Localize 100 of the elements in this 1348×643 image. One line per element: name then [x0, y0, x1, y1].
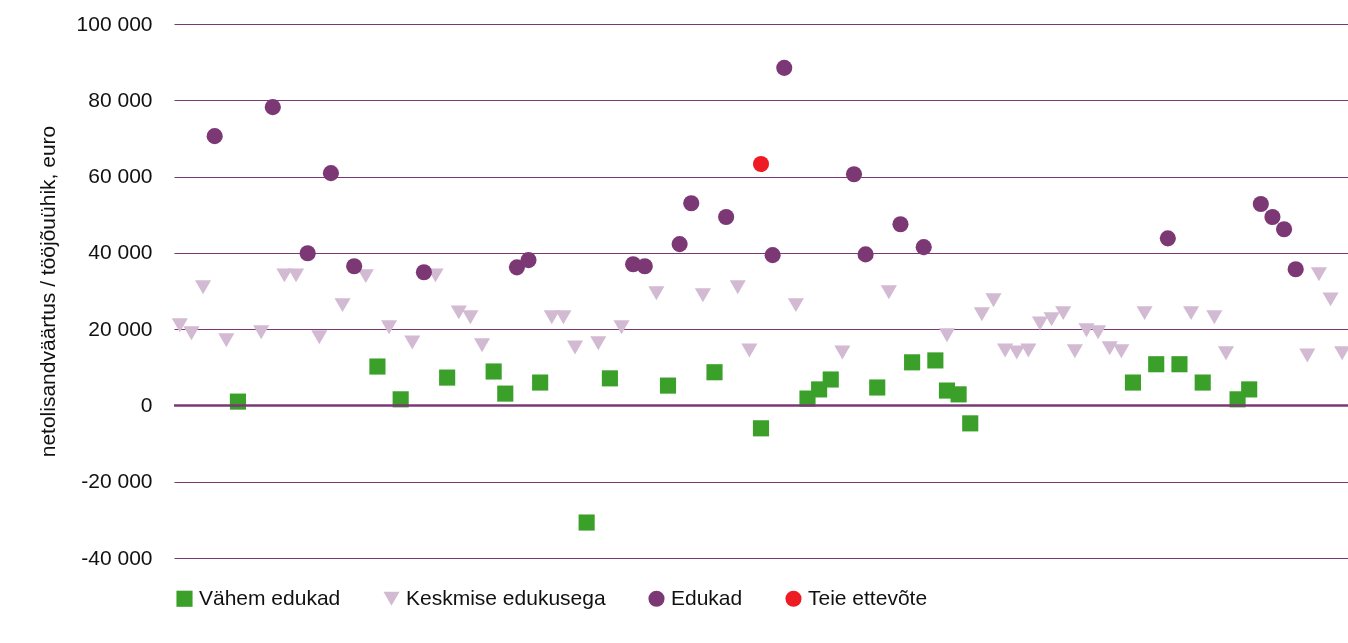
point — [1322, 292, 1339, 307]
point — [555, 310, 572, 325]
point — [346, 258, 363, 275]
y-tick-label: 40 000 — [88, 240, 153, 264]
point — [694, 288, 711, 303]
point — [776, 59, 793, 76]
point — [206, 128, 223, 145]
point — [276, 268, 293, 283]
legend-label: Teie ettevõte — [808, 585, 928, 609]
point — [869, 379, 886, 396]
point — [636, 258, 653, 275]
point — [1299, 348, 1316, 363]
point — [892, 216, 909, 233]
y-tick-label: 80 000 — [88, 87, 153, 111]
point — [1287, 261, 1304, 278]
point — [613, 320, 630, 335]
point — [380, 320, 398, 335]
point — [904, 354, 921, 371]
point — [1217, 346, 1235, 361]
point — [1206, 310, 1223, 325]
point — [741, 343, 758, 358]
point — [264, 99, 281, 116]
point — [1090, 325, 1107, 340]
point — [508, 259, 525, 276]
point — [880, 285, 897, 300]
point — [322, 165, 339, 182]
point — [1078, 323, 1095, 338]
point — [1124, 374, 1142, 391]
point — [1008, 345, 1025, 360]
point — [915, 239, 932, 256]
point — [834, 345, 851, 360]
point — [334, 298, 351, 313]
point — [1171, 356, 1188, 373]
point — [1264, 208, 1281, 226]
point — [1252, 195, 1269, 213]
point — [973, 307, 990, 322]
point — [578, 514, 595, 531]
point — [764, 247, 781, 264]
point — [462, 310, 479, 325]
point — [671, 236, 688, 253]
y-tick-label: 0 — [140, 392, 153, 416]
point — [1055, 306, 1072, 321]
point — [590, 336, 607, 351]
point — [253, 325, 270, 340]
point — [1194, 374, 1211, 391]
point — [729, 280, 746, 295]
point — [1310, 267, 1327, 282]
point — [520, 252, 537, 269]
point — [439, 369, 456, 386]
point — [985, 293, 1002, 308]
point — [1043, 312, 1060, 327]
point — [787, 298, 804, 313]
point — [473, 338, 491, 353]
point — [1159, 230, 1176, 247]
point — [683, 195, 700, 212]
point — [962, 415, 979, 432]
point — [543, 310, 560, 325]
point — [752, 155, 770, 173]
point — [938, 328, 956, 343]
point — [1101, 341, 1118, 356]
point — [1031, 316, 1049, 331]
point — [1276, 221, 1293, 238]
point — [1148, 356, 1165, 373]
y-axis-title: netolisandväärtus / tööjõuühik, euro — [35, 125, 59, 458]
point — [404, 335, 421, 350]
point — [299, 245, 316, 262]
y-tick-label: 60 000 — [88, 164, 153, 188]
point — [357, 269, 374, 284]
point — [171, 318, 188, 333]
y-tick-label: -20 000 — [81, 469, 153, 493]
point — [195, 280, 212, 295]
point — [415, 264, 432, 281]
point — [1241, 381, 1258, 398]
point — [1113, 344, 1130, 359]
legend-label: Edukad — [671, 585, 743, 609]
point — [1020, 343, 1037, 358]
legend-label: Keskmise edukusega — [406, 585, 606, 609]
y-tick-label: 100 000 — [76, 11, 153, 35]
point — [601, 370, 618, 387]
point — [752, 420, 770, 437]
y-tick-label: 20 000 — [88, 316, 153, 340]
point — [706, 364, 723, 381]
point — [218, 333, 235, 348]
point — [369, 358, 386, 375]
point — [497, 385, 514, 402]
point — [950, 386, 967, 403]
point — [183, 326, 200, 341]
point — [1066, 344, 1083, 359]
point — [659, 377, 677, 394]
legend-label: Vähem edukad — [199, 585, 341, 609]
point — [1183, 306, 1200, 321]
point — [532, 374, 549, 391]
point — [648, 286, 665, 301]
point — [845, 166, 863, 183]
point — [1136, 306, 1153, 321]
point — [718, 208, 735, 226]
point — [857, 246, 874, 263]
point — [485, 363, 502, 380]
point — [566, 340, 584, 355]
point — [822, 371, 839, 388]
